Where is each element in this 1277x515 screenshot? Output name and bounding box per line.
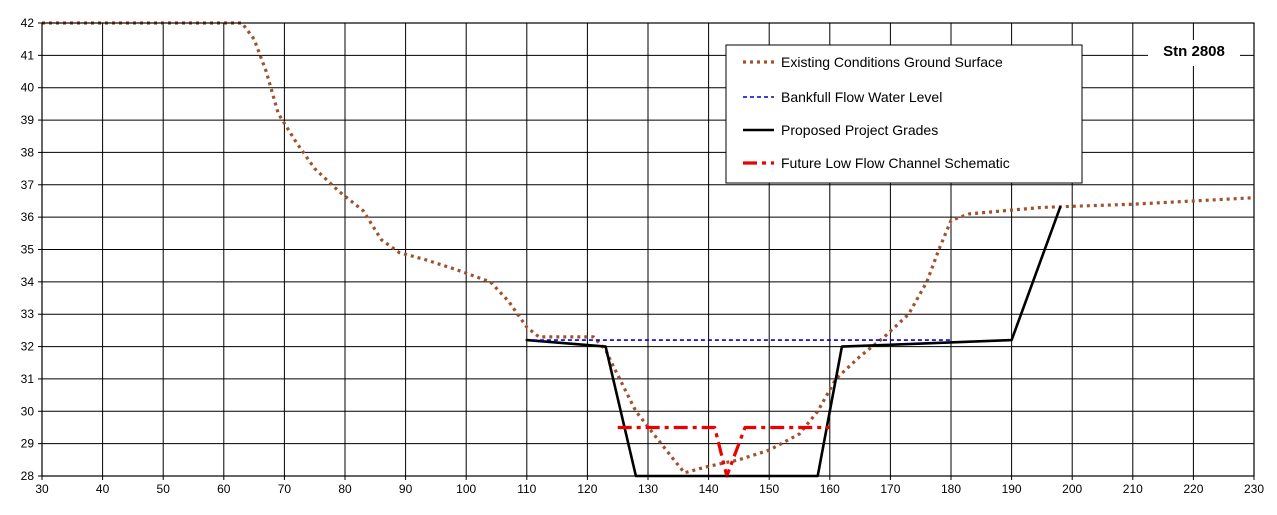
x-tick-label: 90 [399,482,413,496]
y-tick-label: 36 [21,210,35,224]
x-tick-label: 70 [278,482,292,496]
plot-frame [41,22,1255,477]
legend-label: Future Low Flow Channel Schematic [781,155,1010,171]
y-tick-label: 39 [21,113,35,127]
y-tick-label: 42 [21,16,35,30]
legend-item-proposed: Proposed Project Grades [743,122,938,138]
legend: Existing Conditions Ground Surface Bankfu… [725,44,1083,184]
y-tick-label: 34 [21,275,35,289]
y-tick-label: 28 [21,469,35,483]
x-tick-label: 160 [820,482,840,496]
x-tick-label: 60 [217,482,231,496]
x-tick-label: 50 [157,482,171,496]
station-label: Stn 2808 [1163,43,1225,60]
x-tick-label: 220 [1183,482,1203,496]
axis-ticks: 30 40 50 60 70 80 90 100 110 120 130 140 150 160 170 18… [21,16,1265,496]
y-tick-label: 32 [21,340,35,354]
legend-item-bankfull: Bankfull Flow Water Level [743,89,942,105]
y-tick-label: 41 [21,48,35,62]
x-tick-label: 140 [699,482,719,496]
x-tick-label: 170 [880,482,900,496]
existing-ground-line [42,21,1255,475]
x-tick-label: 130 [638,482,658,496]
x-tick-label: 200 [1062,482,1082,496]
y-tick-label: 31 [21,372,35,386]
y-tick-label: 40 [21,81,35,95]
y-tick-label: 30 [21,404,35,418]
x-tick-label: 210 [1123,482,1143,496]
x-tick-label: 100 [456,482,476,496]
y-tick-label: 29 [21,437,35,451]
x-tick-label: 150 [759,482,779,496]
y-tick-label: 35 [21,243,35,257]
legend-item-existing: Existing Conditions Ground Surface [743,54,1003,70]
legend-item-future: Future Low Flow Channel Schematic [743,155,1010,171]
x-tick-label: 40 [96,482,110,496]
x-tick-label: 230 [1244,482,1264,496]
x-tick-label: 110 [517,482,536,496]
y-tick-label: 38 [21,145,35,159]
x-tick-label: 30 [35,482,49,496]
y-tick-label: 37 [21,178,35,192]
x-tick-label: 190 [1002,482,1022,496]
station-label-box: Stn 2808 [1148,40,1240,66]
legend-label: Existing Conditions Ground Surface [781,54,1003,70]
x-tick-label: 180 [941,482,961,496]
legend-label: Proposed Project Grades [781,122,938,138]
x-tick-label: 120 [577,482,597,496]
y-tick-label: 33 [21,307,35,321]
legend-label: Bankfull Flow Water Level [781,89,942,105]
x-tick-label: 80 [338,482,352,496]
